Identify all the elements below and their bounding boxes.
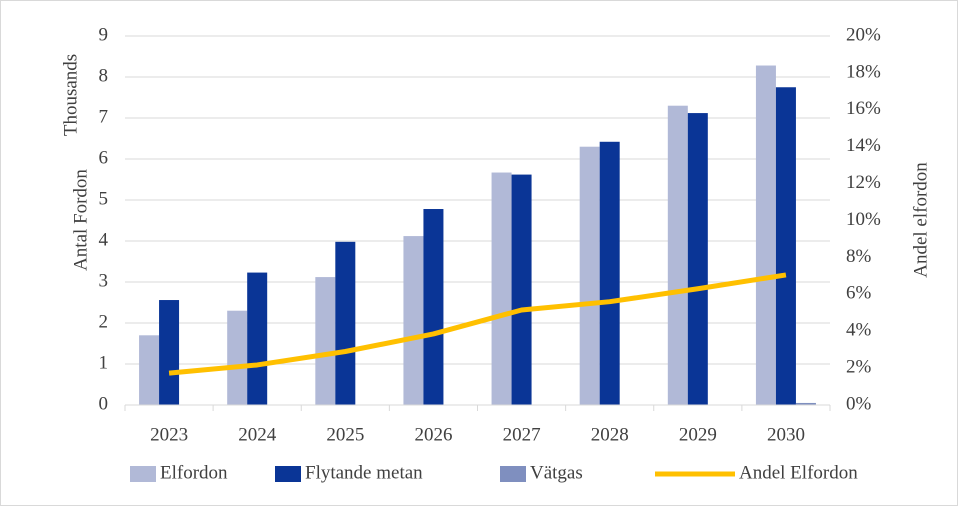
bar [403, 236, 424, 405]
y2-tick-label: 16% [846, 98, 881, 119]
legend-label: Andel Elfordon [739, 462, 858, 483]
y2-tick-label: 0% [846, 393, 872, 414]
y-tick-label: 9 [99, 24, 109, 45]
legend-label: Elfordon [160, 462, 228, 483]
bar [687, 113, 708, 405]
y2-tick-label: 14% [846, 135, 881, 156]
y-axis-label: Antal Fordon [70, 169, 91, 271]
y-tick-label: 7 [99, 106, 109, 127]
legend-swatch [275, 466, 301, 482]
x-tick-label: 2027 [503, 424, 541, 445]
x-tick-label: 2026 [414, 424, 452, 445]
legend-label: Flytande metan [305, 462, 423, 483]
bar [775, 87, 796, 405]
bar [139, 335, 160, 405]
x-tick-label: 2024 [238, 424, 277, 445]
bar [423, 209, 444, 405]
bar [315, 277, 336, 405]
x-tick-label: 2023 [150, 424, 188, 445]
y2-tick-label: 12% [846, 172, 881, 193]
y-tick-label: 5 [99, 188, 109, 209]
y2-axis-label: Andel elfordon [910, 162, 931, 278]
legend-label: Vätgas [530, 462, 583, 483]
y-tick-label: 2 [99, 311, 109, 332]
y-tick-label: 8 [99, 65, 109, 86]
bar [247, 272, 268, 405]
bar [335, 241, 356, 405]
y2-tick-label: 18% [846, 61, 881, 82]
y2-tick-label: 6% [846, 283, 872, 304]
bar [511, 174, 532, 405]
y2-tick-label: 2% [846, 356, 872, 377]
x-tick-label: 2028 [591, 424, 629, 445]
y2-tick-label: 20% [846, 24, 881, 45]
bar [491, 172, 512, 405]
y-tick-label: 6 [99, 147, 109, 168]
line [168, 272, 787, 376]
y-tick-label: 1 [99, 352, 109, 373]
bar [579, 146, 600, 405]
y-tick-label: 0 [99, 393, 109, 414]
x-tick-label: 2025 [326, 424, 364, 445]
bar [795, 402, 816, 405]
y2-tick-label: 8% [846, 246, 872, 267]
x-tick-label: 2029 [679, 424, 717, 445]
x-tick-label: 2030 [767, 424, 805, 445]
bar [599, 141, 620, 405]
y-axis-unit: Thousands [60, 54, 81, 136]
bar [755, 65, 776, 406]
y2-tick-label: 10% [846, 209, 881, 230]
legend-swatch [130, 466, 156, 482]
bar [159, 300, 180, 405]
legend-swatch [500, 466, 526, 482]
bar [667, 105, 688, 405]
y-tick-label: 3 [99, 270, 109, 291]
y-tick-label: 4 [99, 229, 109, 250]
y2-tick-label: 4% [846, 320, 872, 341]
bar [227, 310, 248, 405]
